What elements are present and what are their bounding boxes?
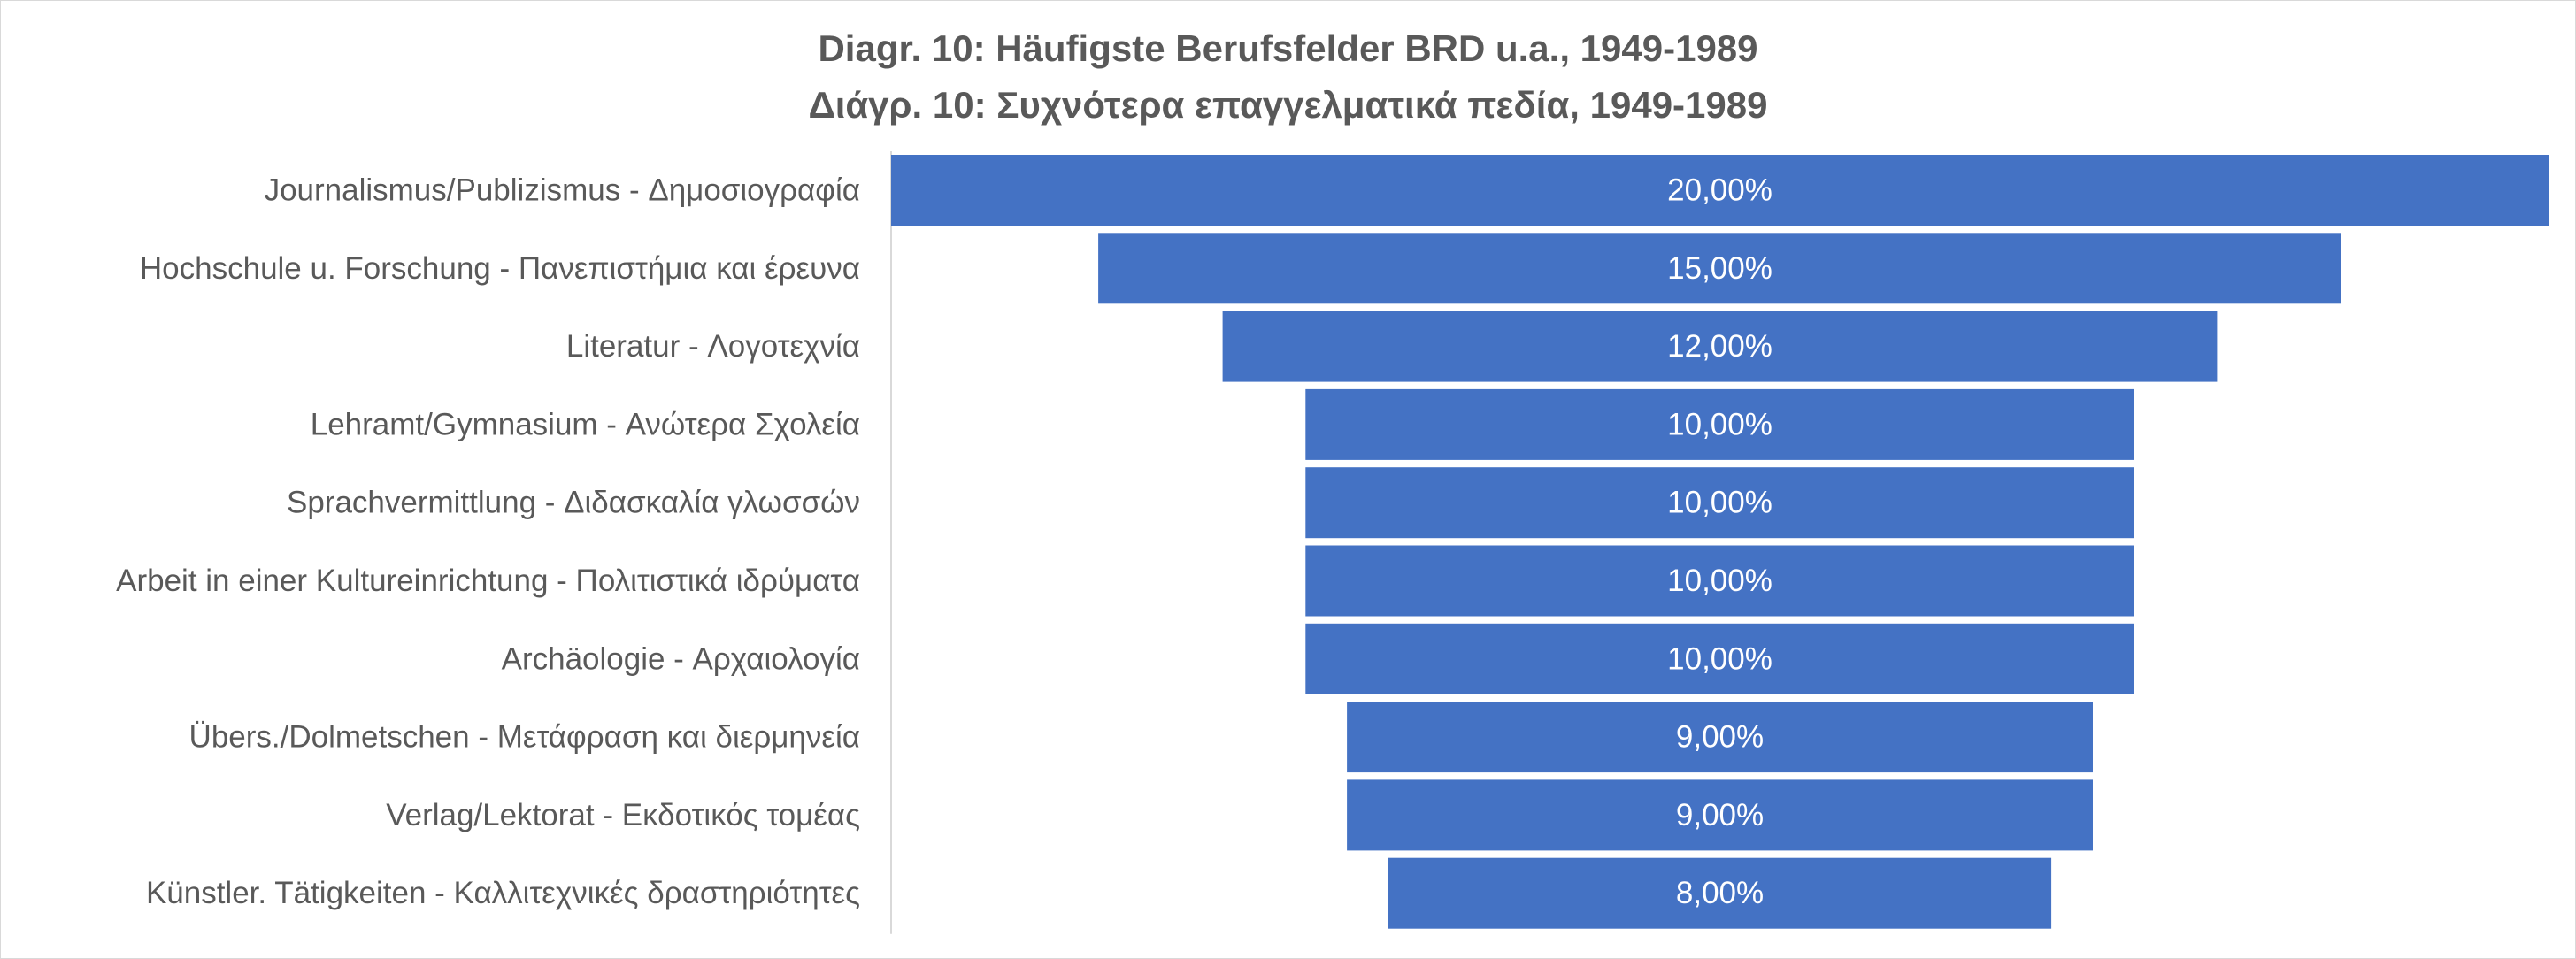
category-tick-label: Hochschule u. Forschung - Πανεπιστήμια κ… (140, 251, 860, 286)
category-tick-label: Übers./Dolmetschen - Μετάφραση και διερμ… (189, 720, 860, 755)
chart-title: Diagr. 10: Häufigste Berufsfelder BRD u.… (818, 27, 1758, 69)
data-label: 9,00% (1676, 720, 1764, 755)
data-label: 15,00% (1667, 251, 1772, 286)
data-label: 10,00% (1667, 564, 1772, 598)
funnel-bar (1388, 857, 2052, 929)
funnel-bar (1098, 233, 2341, 304)
funnel-bar (891, 155, 2549, 226)
funnel-bar (1305, 467, 2134, 539)
category-tick-label: Journalismus/Publizismus - Δημοσιογραφία (265, 173, 860, 208)
data-label: 8,00% (1676, 876, 1764, 910)
funnel-bar (1305, 545, 2134, 617)
data-label: 10,00% (1667, 486, 1772, 520)
chart-subtitle: Διάγρ. 10: Συχνότερα επαγγελματικά πεδία… (808, 84, 1768, 126)
category-tick-label: Verlag/Lektorat - Εκδοτικός τομέας (386, 798, 860, 832)
funnel-bar (1347, 702, 2093, 773)
funnel-bar (1347, 779, 2093, 851)
category-tick-label: Archäologie - Αρχαιολογία (502, 641, 860, 676)
data-label: 10,00% (1667, 407, 1772, 441)
data-label: 12,00% (1667, 329, 1772, 364)
funnel-bar (1305, 388, 2134, 460)
category-tick-label: Literatur - Λογοτεχνία (566, 329, 860, 364)
category-tick-label: Sprachvermittlung - Διδασκαλία γλωσσών (287, 486, 860, 520)
data-label: 20,00% (1667, 173, 1772, 208)
funnel-bar (1305, 623, 2134, 694)
category-tick-label: Arbeit in einer Kultureinrichtung - Πολι… (116, 564, 860, 598)
data-label: 10,00% (1667, 641, 1772, 676)
data-label: 9,00% (1676, 798, 1764, 832)
category-tick-label: Lehramt/Gymnasium - Ανώτερα Σχολεία (311, 407, 860, 441)
funnel-bar (1222, 311, 2218, 382)
category-tick-label: Künstler. Tätigkeiten - Καλλιτεχνικές δρ… (146, 876, 860, 910)
